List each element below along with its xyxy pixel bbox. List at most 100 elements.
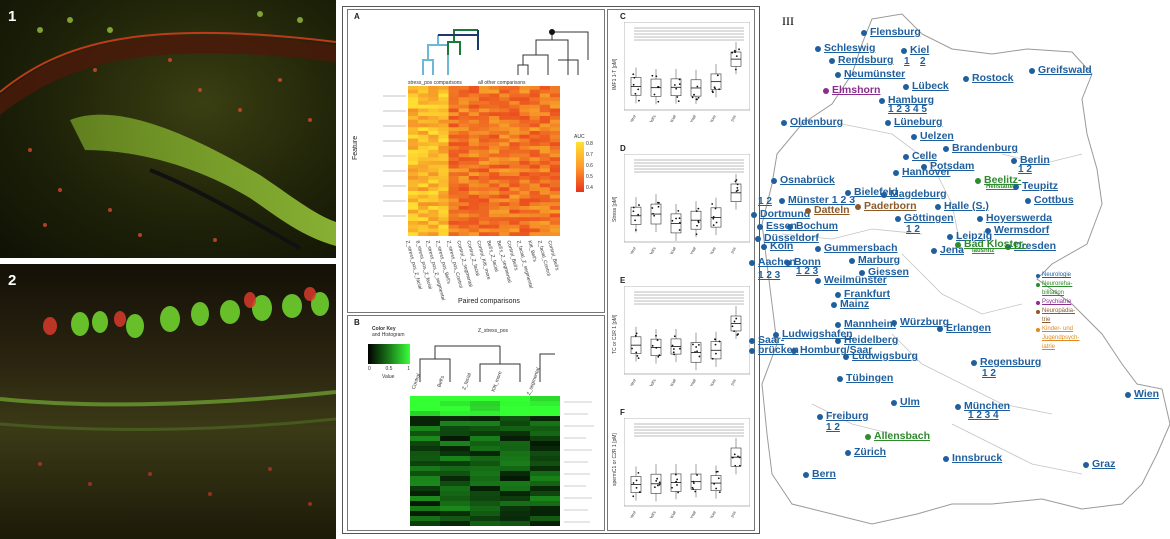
city-label[interactable]: 1 2 xyxy=(826,422,840,433)
city-label[interactable]: 1 2 3 xyxy=(796,266,819,277)
city-label[interactable]: Celle xyxy=(912,150,938,162)
city-label[interactable]: Hoyerswerda xyxy=(986,212,1052,224)
city-label[interactable]: Paderborn xyxy=(864,200,917,212)
city-label[interactable]: Osnabrück xyxy=(780,174,835,186)
city-label[interactable]: Tübingen xyxy=(846,372,894,384)
city-label[interactable]: Lübeck xyxy=(912,80,949,92)
city-label[interactable]: Bern xyxy=(812,468,836,480)
city-label[interactable]: lausnitz xyxy=(972,248,995,254)
city-label[interactable]: Weilmünster xyxy=(824,274,887,286)
city-label[interactable]: Beelitz- xyxy=(984,174,1022,186)
heatmap-cell xyxy=(489,194,500,199)
city-label[interactable]: Homburg/Saar xyxy=(800,344,873,356)
city-label[interactable]: 1 xyxy=(904,56,910,67)
city-label[interactable]: Potsdam xyxy=(930,160,975,172)
city-label[interactable]: Würzburg xyxy=(900,316,949,328)
city-label[interactable]: Zürich xyxy=(854,446,887,458)
city-label[interactable]: Mainz xyxy=(840,298,870,310)
heatmap-cell xyxy=(519,86,530,91)
city-label[interactable]: Heilstätten xyxy=(986,184,1017,190)
heatmap-cell xyxy=(410,506,441,512)
city-label[interactable]: Gummersbach xyxy=(824,242,898,254)
city-label[interactable]: 1 2 xyxy=(906,224,920,235)
city-label[interactable]: Flensburg xyxy=(870,26,921,38)
city-label[interactable]: Leipzig xyxy=(956,230,993,242)
city-label[interactable]: Halle (S.) xyxy=(944,200,989,212)
city-label[interactable]: Düsseldorf xyxy=(764,232,819,244)
city-label[interactable]: Giessen xyxy=(868,266,909,278)
city-label[interactable]: Brandenburg xyxy=(952,142,1018,154)
city-label[interactable]: Regensburg xyxy=(980,356,1042,368)
city-label[interactable]: Rostock xyxy=(972,72,1014,84)
heatmap-cell xyxy=(438,198,449,203)
city-label[interactable]: 1 2 xyxy=(758,196,772,207)
heatmap-cell xyxy=(408,116,419,121)
heatmap-cell xyxy=(448,123,459,128)
heatmap-cell xyxy=(438,206,449,211)
city-label[interactable]: München xyxy=(964,400,1011,412)
city-label[interactable]: Uelzen xyxy=(920,130,954,142)
city-label[interactable]: Elmshorn xyxy=(832,84,881,96)
city-label[interactable]: Hannover xyxy=(902,166,951,178)
city-label[interactable]: Lüneburg xyxy=(894,116,943,128)
city-label[interactable]: Bad Kloster- xyxy=(964,238,1027,250)
city-label[interactable]: 1 2 3 xyxy=(758,270,781,281)
heatmap-cell xyxy=(509,161,520,166)
city-label[interactable]: Neumünster xyxy=(844,68,906,80)
city-label[interactable]: Saar- xyxy=(758,334,785,346)
heatmap-cell xyxy=(519,217,530,222)
city-label[interactable]: Dresden xyxy=(1014,240,1057,252)
city-label[interactable]: 1 2 xyxy=(982,368,996,379)
city-label[interactable]: Bochum xyxy=(796,220,838,232)
city-label[interactable]: 2 xyxy=(920,56,926,67)
city-label[interactable]: Graz xyxy=(1092,458,1116,470)
city-label[interactable]: Erlangen xyxy=(946,322,991,334)
data-point xyxy=(672,348,675,350)
heatmap-cell xyxy=(499,213,510,218)
city-dot-icon xyxy=(943,456,949,462)
city-label[interactable]: Ludwigshafen xyxy=(782,328,853,340)
city-label[interactable]: Ulm xyxy=(900,396,920,408)
city-dot-icon xyxy=(779,198,785,204)
city-label[interactable]: Köln xyxy=(770,240,794,252)
city-label[interactable]: 1 2 3 4 xyxy=(968,410,999,421)
city-label[interactable]: Schleswig xyxy=(824,42,876,54)
city-label[interactable]: Bonn xyxy=(794,256,821,268)
city-label[interactable]: Allensbach xyxy=(874,430,931,442)
heatmap-cell xyxy=(440,501,471,507)
city-label[interactable]: Hamburg xyxy=(888,94,935,106)
city-dot-icon xyxy=(865,434,871,440)
city-label[interactable]: Marburg xyxy=(858,254,900,266)
city-label[interactable]: 1 2 xyxy=(1018,164,1032,175)
heatmap-cell xyxy=(478,108,490,113)
x-tick-label: Z_more xyxy=(706,113,718,122)
city-label[interactable]: Oldenburg xyxy=(790,116,844,128)
city-label[interactable]: Innsbruck xyxy=(952,452,1003,464)
city-label[interactable]: Frankfurt xyxy=(844,288,891,300)
city-label[interactable]: Cottbus xyxy=(1034,194,1074,206)
city-label[interactable]: Wien xyxy=(1134,388,1159,400)
city-label[interactable]: Datteln xyxy=(814,204,850,216)
city-label[interactable]: Berlin xyxy=(1020,154,1050,166)
heatmap-cell xyxy=(458,206,470,211)
city-label[interactable]: brücken xyxy=(758,344,799,356)
city-label[interactable]: Dortmund xyxy=(760,208,811,220)
city-label[interactable]: Kiel xyxy=(910,44,930,56)
city-label[interactable]: Ludwigsburg xyxy=(852,350,918,362)
heatmap-cell xyxy=(440,486,471,492)
city-label[interactable]: Teupitz xyxy=(1022,180,1058,192)
city-label[interactable]: Magdeburg xyxy=(890,188,947,200)
data-point xyxy=(679,347,681,350)
city-label[interactable]: Mannheim xyxy=(844,318,896,330)
city-label[interactable]: Heidelberg xyxy=(844,334,899,346)
heatmap-cell xyxy=(500,456,531,462)
city-label[interactable]: Göttingen xyxy=(904,212,954,224)
city-label[interactable]: Münster 1 2 3 xyxy=(788,194,856,206)
heatmap-cell xyxy=(410,401,441,407)
city-label[interactable]: Rendsburg xyxy=(838,54,894,66)
city-label[interactable]: Freiburg xyxy=(826,410,869,422)
city-label[interactable]: Wermsdorf xyxy=(994,224,1050,236)
city-label[interactable]: 1 2 3 4 5 xyxy=(888,104,927,115)
data-point xyxy=(733,320,736,323)
city-label[interactable]: Greifswald xyxy=(1038,64,1092,76)
